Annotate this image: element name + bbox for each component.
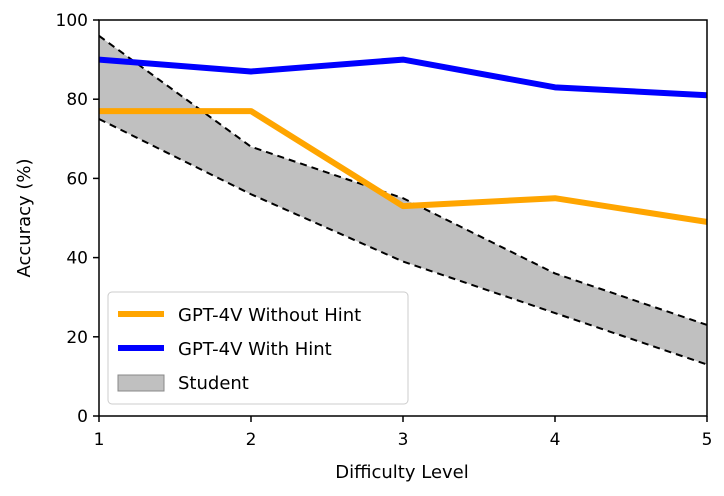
- student-band-upper-edge: [99, 35, 707, 326]
- x-tick-label: 4: [550, 430, 561, 450]
- legend: GPT-4V Without Hint GPT-4V With Hint Stu…: [107, 291, 409, 405]
- y-tick-label: 60: [66, 169, 88, 189]
- x-tick-label: 5: [702, 430, 713, 450]
- plot-area: [99, 35, 707, 366]
- y-tick-label: 20: [66, 328, 88, 348]
- legend-label-gpt4v-with-hint: GPT-4V With Hint: [178, 339, 332, 360]
- legend-label-gpt4v-without-hint: GPT-4V Without Hint: [178, 305, 361, 326]
- y-tick-label: 40: [66, 249, 88, 269]
- y-axis-label: Accuracy (%): [14, 158, 35, 277]
- y-tick-label: 80: [66, 90, 88, 110]
- series-line-gpt-4v-without-hint: [99, 108, 707, 225]
- x-tick-label: 2: [246, 430, 257, 450]
- x-tick-label: 1: [94, 430, 105, 450]
- student-band-lower-edge: [99, 118, 707, 366]
- y-tick-label: 0: [77, 407, 88, 427]
- x-axis-label: Difficulty Level: [335, 462, 469, 483]
- legend-frame: [107, 291, 409, 405]
- series-line-gpt-4v-with-hint: [99, 56, 707, 99]
- legend-label-student: Student: [178, 373, 249, 394]
- plot-layer: [99, 35, 707, 366]
- legend-swatch-student: [117, 374, 165, 392]
- y-tick-label: 100: [56, 11, 88, 31]
- axes-layer: 1 2 3 4 5 0 20 40 60 80 100: [56, 11, 713, 450]
- x-tick-label: 3: [398, 430, 409, 450]
- student-band: [99, 35, 707, 365]
